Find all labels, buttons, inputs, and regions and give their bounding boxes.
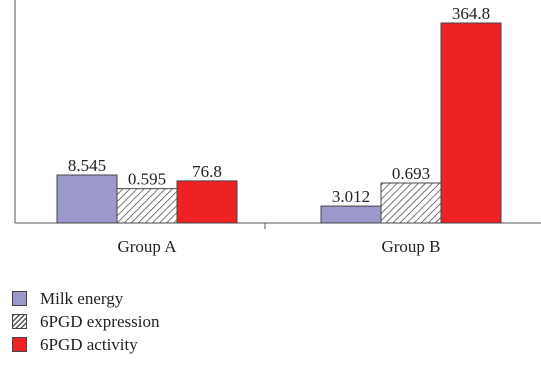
data-label: 76.8 xyxy=(192,162,222,181)
bar-6pgd-expression-group-b xyxy=(380,182,442,224)
data-label: 8.545 xyxy=(68,156,106,175)
data-label: 3.012 xyxy=(332,187,370,206)
legend-swatch-6pgd-activity xyxy=(12,337,27,352)
legend: Milk energy 6PGD expression 6PGD activit… xyxy=(12,287,159,356)
bar-6pgd-activity-group-b xyxy=(440,22,502,224)
data-label: 364.8 xyxy=(452,4,490,23)
legend-label: 6PGD activity xyxy=(40,334,138,354)
legend-label: 6PGD expression xyxy=(40,311,160,331)
legend-item-6pgd-activity: 6PGD activity xyxy=(12,333,159,356)
chart: 8.545 3.012 0.595 0.693 76.8 364.8 Group A Gro… xyxy=(14,0,541,256)
legend-label: Milk energy xyxy=(40,288,124,308)
bar-milk-energy-group-a xyxy=(56,174,118,224)
x-tick-label: Group B xyxy=(381,237,440,256)
legend-item-6pgd-expression: 6PGD expression xyxy=(12,310,159,333)
data-label: 0.693 xyxy=(392,164,430,183)
legend-swatch-milk-energy xyxy=(12,291,27,306)
x-tick-label: Group A xyxy=(117,237,177,256)
bar-milk-energy-group-b xyxy=(320,205,382,224)
bar-6pgd-expression-group-a xyxy=(116,188,178,224)
bar-6pgd-activity-group-a xyxy=(176,180,238,224)
legend-swatch-6pgd-expression xyxy=(12,314,27,329)
data-label: 0.595 xyxy=(128,170,166,189)
legend-item-milk-energy: Milk energy xyxy=(12,287,159,310)
